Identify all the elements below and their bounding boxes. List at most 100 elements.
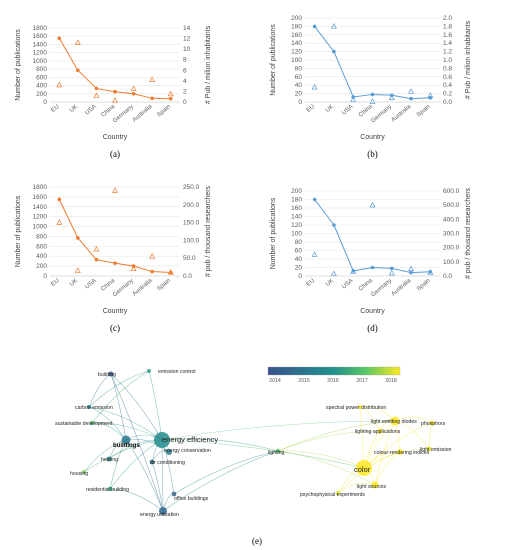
y2-tick-label: 8 <box>183 57 187 64</box>
triangle-marker <box>311 251 318 257</box>
network-node <box>275 448 281 454</box>
x-tick-label: Spain <box>156 278 172 292</box>
x-tick-label: USA <box>84 104 97 117</box>
triangle-marker <box>56 81 63 88</box>
panel-label: (b) <box>367 149 378 159</box>
triangle-marker <box>93 92 100 98</box>
y2-tick-label: 100.0 <box>183 237 200 244</box>
data-point <box>76 236 80 240</box>
data-point <box>57 36 62 41</box>
triangle-marker <box>369 98 376 104</box>
y2-tick-label: 400.0 <box>443 216 460 223</box>
triangle-marker <box>388 94 395 100</box>
y-axis-title: Number of publications <box>270 197 277 269</box>
y-tick-label: 40 <box>295 256 303 263</box>
network-node <box>335 490 341 496</box>
colorbar-tick-label: 2015 <box>298 378 310 384</box>
data-point <box>76 68 80 73</box>
y-tick-label: 1200 <box>33 214 48 221</box>
network-node-label: color <box>354 465 371 474</box>
x-tick-label: EU <box>50 278 60 288</box>
data-point <box>94 86 99 91</box>
network-node <box>371 481 379 489</box>
y-tick-label: 60 <box>295 248 303 255</box>
y-tick-label: 20 <box>295 91 303 98</box>
y2-tick-label: 14 <box>183 25 191 32</box>
panel-label: (a) <box>110 149 120 159</box>
triangle-marker <box>311 83 318 90</box>
y2-tick-label: 0.6 <box>443 74 452 81</box>
network-node <box>390 416 400 426</box>
network-edge <box>359 406 365 469</box>
y2-tick-label: 1.8 <box>443 23 452 30</box>
colorbar <box>267 366 401 376</box>
y-tick-label: 600 <box>36 74 47 81</box>
triangle-marker <box>167 269 174 275</box>
y2-tick-label: 0.0 <box>443 99 452 106</box>
y-tick-label: 100 <box>291 57 302 64</box>
panel-a-chart: 0200400600800100012001400160018000246810… <box>15 25 212 159</box>
triangle-marker <box>408 265 415 272</box>
x-tick-label: UK <box>69 104 79 114</box>
x-tick-label: Spain <box>416 104 432 118</box>
network-node <box>426 446 432 452</box>
network-node-label: air conditioning <box>150 460 185 466</box>
triangle-marker <box>330 23 337 29</box>
triangle-marker <box>408 88 415 94</box>
y-tick-label: 200 <box>36 91 47 98</box>
y-tick-label: 0 <box>298 99 302 106</box>
y-axis-title: Number of publications <box>270 24 277 96</box>
y-tick-label: 200 <box>36 263 47 270</box>
network-node-label: colour-rendering indices <box>374 450 430 456</box>
network-node-label: light sources <box>357 484 387 490</box>
network-edge <box>162 450 279 512</box>
network-edge <box>88 406 163 441</box>
data-point <box>168 96 173 101</box>
network-node <box>107 486 113 492</box>
network-node <box>377 428 383 434</box>
network-node-label: housing <box>70 471 88 477</box>
network-edge <box>110 373 163 441</box>
x-tick-label: China <box>358 104 374 119</box>
y2-tick-label: 250.0 <box>183 184 200 191</box>
y-tick-label: 1800 <box>33 25 48 32</box>
y-tick-label: 200 <box>291 15 302 22</box>
y2-tick-label: 200.0 <box>443 245 460 252</box>
network-node <box>159 507 167 515</box>
y-axis-title: Number of publications <box>15 29 22 101</box>
y-tick-label: 80 <box>295 65 303 72</box>
y-tick-label: 200 <box>291 188 302 195</box>
x-tick-label: EU <box>306 104 316 114</box>
y2-tick-label: 0.0 <box>443 273 452 280</box>
network-edge <box>88 406 127 441</box>
network-node-label: light emitting diodes <box>371 419 417 425</box>
y-tick-label: 160 <box>291 205 302 212</box>
network-edge <box>88 373 112 408</box>
y2-tick-label: 2 <box>183 88 187 95</box>
data-point <box>332 49 336 54</box>
y-tick-label: 1000 <box>33 58 48 65</box>
y-tick-label: 400 <box>36 253 47 260</box>
x-tick-label: USA <box>84 278 97 291</box>
y-tick-label: 400 <box>36 83 47 90</box>
network-edge <box>161 420 396 441</box>
triangle-marker <box>330 270 337 277</box>
x-tick-label: Australia <box>132 104 154 124</box>
network-node-label: buildings <box>113 443 140 449</box>
y-tick-label: 40 <box>295 82 303 89</box>
data-point <box>113 261 117 265</box>
network-edge <box>277 430 381 452</box>
network-node-label: light emission <box>420 447 452 453</box>
y-tick-label: 120 <box>291 222 302 229</box>
triangle-marker <box>167 90 174 97</box>
network-node <box>89 420 95 426</box>
network-edge <box>91 370 150 424</box>
triangle-marker <box>149 253 156 259</box>
y2-tick-label: 500.0 <box>443 202 460 209</box>
y2-tick-label: 300.0 <box>443 231 460 238</box>
network-node-label: lighting <box>268 450 285 456</box>
y2-tick-label: 200.0 <box>183 202 200 209</box>
y2-tick-label: 10 <box>183 46 191 53</box>
data-point <box>389 266 394 271</box>
